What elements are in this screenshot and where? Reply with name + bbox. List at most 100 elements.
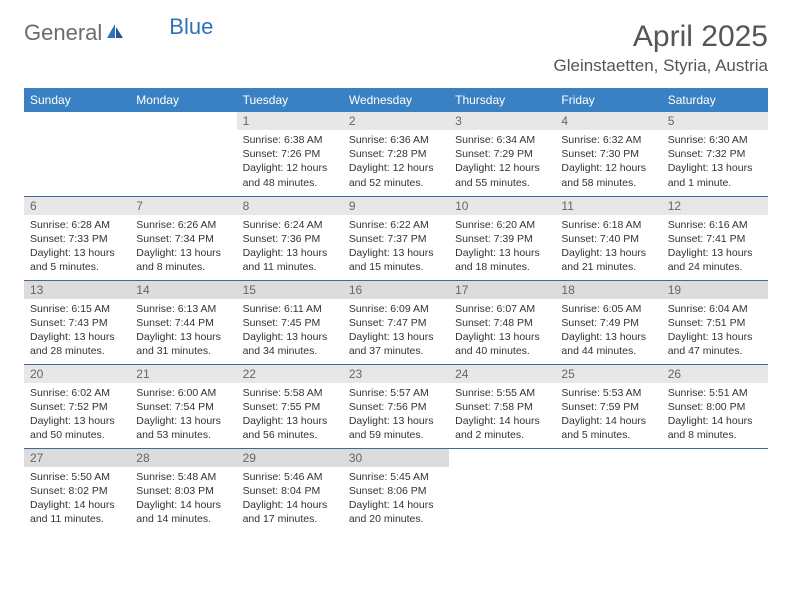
day-number: 2: [343, 112, 449, 130]
calendar-cell: 7Sunrise: 6:26 AMSunset: 7:34 PMDaylight…: [130, 196, 236, 280]
calendar-cell: 15Sunrise: 6:11 AMSunset: 7:45 PMDayligh…: [237, 280, 343, 364]
day-number: 22: [237, 365, 343, 383]
calendar-cell: 6Sunrise: 6:28 AMSunset: 7:33 PMDaylight…: [24, 196, 130, 280]
logo-text-blue: Blue: [169, 14, 213, 40]
day-number: 12: [662, 197, 768, 215]
logo-sail-icon: [105, 21, 125, 46]
day-content: Sunrise: 5:45 AMSunset: 8:06 PMDaylight:…: [343, 467, 449, 531]
calendar-cell: 21Sunrise: 6:00 AMSunset: 7:54 PMDayligh…: [130, 364, 236, 448]
day-number: 6: [24, 197, 130, 215]
day-number: 21: [130, 365, 236, 383]
logo: General Blue: [24, 20, 213, 46]
calendar-cell: 20Sunrise: 6:02 AMSunset: 7:52 PMDayligh…: [24, 364, 130, 448]
day-number: 19: [662, 281, 768, 299]
calendar-cell: 24Sunrise: 5:55 AMSunset: 7:58 PMDayligh…: [449, 364, 555, 448]
day-number: 24: [449, 365, 555, 383]
day-content: Sunrise: 6:15 AMSunset: 7:43 PMDaylight:…: [24, 299, 130, 363]
day-number: 3: [449, 112, 555, 130]
calendar-cell: 30Sunrise: 5:45 AMSunset: 8:06 PMDayligh…: [343, 448, 449, 532]
day-number: 27: [24, 449, 130, 467]
weekday-header: Tuesday: [237, 88, 343, 112]
day-number: 28: [130, 449, 236, 467]
calendar-cell: 29Sunrise: 5:46 AMSunset: 8:04 PMDayligh…: [237, 448, 343, 532]
day-content: Sunrise: 6:07 AMSunset: 7:48 PMDaylight:…: [449, 299, 555, 363]
day-number: 26: [662, 365, 768, 383]
day-content: Sunrise: 6:04 AMSunset: 7:51 PMDaylight:…: [662, 299, 768, 363]
day-content: Sunrise: 6:22 AMSunset: 7:37 PMDaylight:…: [343, 215, 449, 279]
calendar-cell: 4Sunrise: 6:32 AMSunset: 7:30 PMDaylight…: [555, 112, 661, 196]
calendar-cell: 11Sunrise: 6:18 AMSunset: 7:40 PMDayligh…: [555, 196, 661, 280]
calendar-row: 6Sunrise: 6:28 AMSunset: 7:33 PMDaylight…: [24, 196, 768, 280]
day-content: Sunrise: 5:46 AMSunset: 8:04 PMDaylight:…: [237, 467, 343, 531]
day-content: Sunrise: 5:53 AMSunset: 7:59 PMDaylight:…: [555, 383, 661, 447]
day-content: Sunrise: 6:30 AMSunset: 7:32 PMDaylight:…: [662, 130, 768, 194]
day-content: Sunrise: 6:28 AMSunset: 7:33 PMDaylight:…: [24, 215, 130, 279]
calendar-cell: 18Sunrise: 6:05 AMSunset: 7:49 PMDayligh…: [555, 280, 661, 364]
calendar-body: 1Sunrise: 6:38 AMSunset: 7:26 PMDaylight…: [24, 112, 768, 532]
calendar-cell: 9Sunrise: 6:22 AMSunset: 7:37 PMDaylight…: [343, 196, 449, 280]
day-content: Sunrise: 5:50 AMSunset: 8:02 PMDaylight:…: [24, 467, 130, 531]
calendar-cell: 14Sunrise: 6:13 AMSunset: 7:44 PMDayligh…: [130, 280, 236, 364]
calendar-cell: 13Sunrise: 6:15 AMSunset: 7:43 PMDayligh…: [24, 280, 130, 364]
day-number: 5: [662, 112, 768, 130]
day-content: Sunrise: 6:09 AMSunset: 7:47 PMDaylight:…: [343, 299, 449, 363]
calendar-table: SundayMondayTuesdayWednesdayThursdayFrid…: [24, 88, 768, 532]
day-number: 1: [237, 112, 343, 130]
calendar-cell: 12Sunrise: 6:16 AMSunset: 7:41 PMDayligh…: [662, 196, 768, 280]
calendar-cell: 27Sunrise: 5:50 AMSunset: 8:02 PMDayligh…: [24, 448, 130, 532]
calendar-cell: 19Sunrise: 6:04 AMSunset: 7:51 PMDayligh…: [662, 280, 768, 364]
day-number: 8: [237, 197, 343, 215]
weekday-header: Thursday: [449, 88, 555, 112]
day-content: Sunrise: 6:26 AMSunset: 7:34 PMDaylight:…: [130, 215, 236, 279]
day-content: Sunrise: 6:16 AMSunset: 7:41 PMDaylight:…: [662, 215, 768, 279]
day-content: Sunrise: 6:13 AMSunset: 7:44 PMDaylight:…: [130, 299, 236, 363]
calendar-cell: 8Sunrise: 6:24 AMSunset: 7:36 PMDaylight…: [237, 196, 343, 280]
calendar-row: 1Sunrise: 6:38 AMSunset: 7:26 PMDaylight…: [24, 112, 768, 196]
title-block: April 2025 Gleinstaetten, Styria, Austri…: [554, 20, 769, 76]
day-content: Sunrise: 6:11 AMSunset: 7:45 PMDaylight:…: [237, 299, 343, 363]
day-content: Sunrise: 6:24 AMSunset: 7:36 PMDaylight:…: [237, 215, 343, 279]
weekday-header: Friday: [555, 88, 661, 112]
page-title: April 2025: [554, 20, 769, 54]
calendar-cell: 17Sunrise: 6:07 AMSunset: 7:48 PMDayligh…: [449, 280, 555, 364]
calendar-cell: 26Sunrise: 5:51 AMSunset: 8:00 PMDayligh…: [662, 364, 768, 448]
day-number: 14: [130, 281, 236, 299]
calendar-cell: 1Sunrise: 6:38 AMSunset: 7:26 PMDaylight…: [237, 112, 343, 196]
weekday-header: Monday: [130, 88, 236, 112]
day-content: Sunrise: 5:48 AMSunset: 8:03 PMDaylight:…: [130, 467, 236, 531]
day-content: Sunrise: 6:32 AMSunset: 7:30 PMDaylight:…: [555, 130, 661, 194]
day-number: 16: [343, 281, 449, 299]
day-content: Sunrise: 6:02 AMSunset: 7:52 PMDaylight:…: [24, 383, 130, 447]
calendar-row: 13Sunrise: 6:15 AMSunset: 7:43 PMDayligh…: [24, 280, 768, 364]
calendar-cell: 22Sunrise: 5:58 AMSunset: 7:55 PMDayligh…: [237, 364, 343, 448]
day-number: 11: [555, 197, 661, 215]
weekday-header: Sunday: [24, 88, 130, 112]
day-content: Sunrise: 6:05 AMSunset: 7:49 PMDaylight:…: [555, 299, 661, 363]
calendar-row: 20Sunrise: 6:02 AMSunset: 7:52 PMDayligh…: [24, 364, 768, 448]
day-number: 9: [343, 197, 449, 215]
calendar-cell: [449, 448, 555, 532]
day-content: Sunrise: 5:55 AMSunset: 7:58 PMDaylight:…: [449, 383, 555, 447]
day-number: 7: [130, 197, 236, 215]
day-content: Sunrise: 6:36 AMSunset: 7:28 PMDaylight:…: [343, 130, 449, 194]
day-content: Sunrise: 5:51 AMSunset: 8:00 PMDaylight:…: [662, 383, 768, 447]
weekday-header-row: SundayMondayTuesdayWednesdayThursdayFrid…: [24, 88, 768, 112]
calendar-cell: [555, 448, 661, 532]
day-content: Sunrise: 6:38 AMSunset: 7:26 PMDaylight:…: [237, 130, 343, 194]
day-number: 18: [555, 281, 661, 299]
day-content: Sunrise: 6:18 AMSunset: 7:40 PMDaylight:…: [555, 215, 661, 279]
day-number: 4: [555, 112, 661, 130]
day-number: 20: [24, 365, 130, 383]
day-number: 29: [237, 449, 343, 467]
location-label: Gleinstaetten, Styria, Austria: [554, 56, 769, 76]
day-content: Sunrise: 6:00 AMSunset: 7:54 PMDaylight:…: [130, 383, 236, 447]
weekday-header: Wednesday: [343, 88, 449, 112]
logo-text-general: General: [24, 20, 102, 46]
day-number: 30: [343, 449, 449, 467]
day-content: Sunrise: 6:34 AMSunset: 7:29 PMDaylight:…: [449, 130, 555, 194]
calendar-row: 27Sunrise: 5:50 AMSunset: 8:02 PMDayligh…: [24, 448, 768, 532]
calendar-cell: [130, 112, 236, 196]
header: General Blue April 2025 Gleinstaetten, S…: [24, 20, 768, 76]
calendar-cell: [662, 448, 768, 532]
calendar-cell: 16Sunrise: 6:09 AMSunset: 7:47 PMDayligh…: [343, 280, 449, 364]
